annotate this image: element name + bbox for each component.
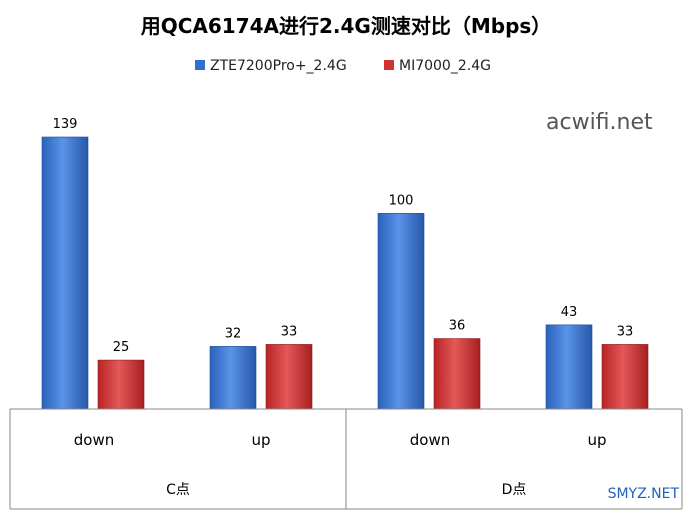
chart-title: 用QCA6174A进行2.4G测速对比（Mbps） [141,14,552,38]
bar-zte-down-d [377,213,425,410]
bar-zte-up-c [209,346,257,410]
watermark-smyz: SMYZ.NET [608,486,680,502]
data-label-zte-up-c: 32 [225,326,242,341]
bar-zte-down-c [41,136,89,410]
legend: ZTE7200Pro+_2.4G MI7000_2.4G [195,58,491,74]
bar-zte-up-d [545,324,593,410]
category-axis: down up down up C点 D点 [9,408,683,510]
bar-mi-up-d [601,344,649,410]
category-label-down-c: down [74,431,114,449]
category-label-up-c: up [251,431,270,449]
bar-mi-up-c [265,344,313,410]
data-label-zte-up-d: 43 [561,305,578,320]
data-label-mi-down-d: 36 [449,319,466,334]
data-label-zte-down-c: 139 [53,117,78,132]
group-label-d: D点 [502,482,527,498]
legend-swatch-mi [384,60,394,70]
category-label-up-d: up [587,431,606,449]
data-label-mi-up-c: 33 [281,324,298,339]
group-label-c: C点 [166,482,190,498]
bar-mi-down-d [433,338,481,410]
legend-label-mi: MI7000_2.4G [399,58,491,74]
legend-label-zte: ZTE7200Pro+_2.4G [210,58,347,74]
data-label-mi-down-c: 25 [113,340,130,355]
watermark-acwifi: acwifi.net [546,110,653,135]
data-label-mi-up-d: 33 [617,324,634,339]
bar-mi-down-c [97,359,145,410]
data-label-zte-down-d: 100 [389,193,414,208]
category-label-down-d: down [410,431,450,449]
bars: 139 32 100 43 25 33 36 33 [41,117,649,410]
legend-swatch-zte [195,60,205,70]
